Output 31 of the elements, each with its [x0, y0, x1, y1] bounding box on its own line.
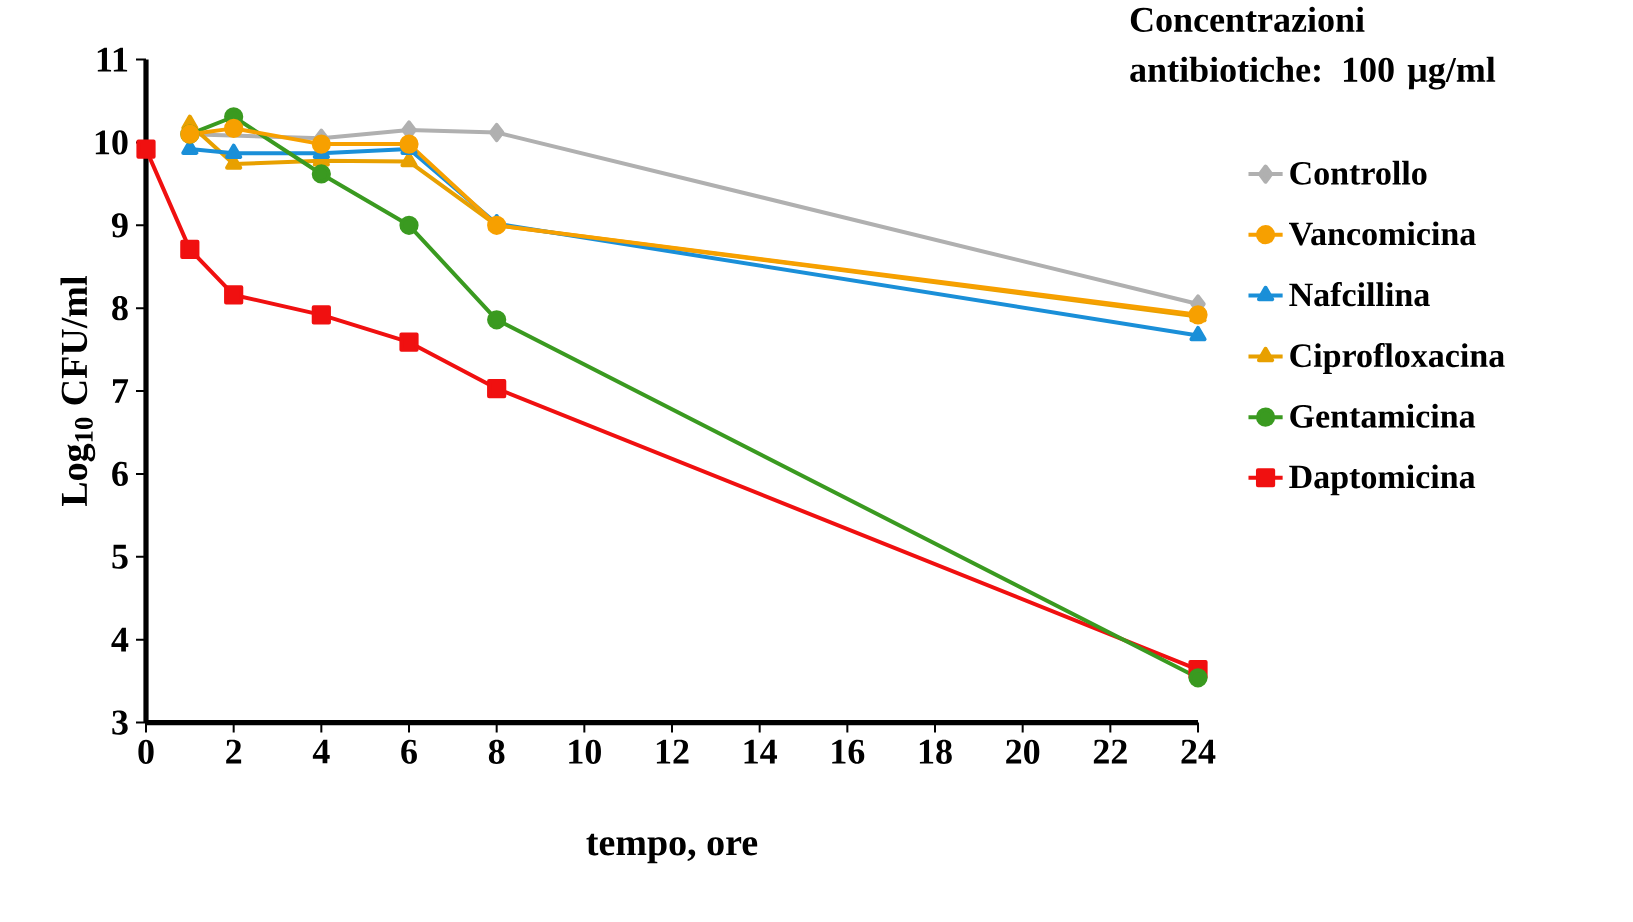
x-tick-label: 18: [919, 739, 952, 765]
legend-label: Nafcillina: [1289, 282, 1430, 307]
x-tick-label: 12: [656, 739, 689, 764]
legend-label: Ciprofloxacina: [1290, 343, 1505, 375]
x-tick-label: 16: [832, 739, 865, 765]
y-tick-label: 11: [97, 47, 128, 72]
x-tick-label: 24: [1181, 739, 1216, 764]
x-tick-label: 2: [226, 739, 242, 764]
x-axis-title: tempo, ore: [586, 833, 758, 864]
x-tick-label: 8: [488, 739, 505, 765]
y-tick-label: 10: [95, 130, 128, 155]
y-tick-label: 4: [111, 628, 129, 652]
y-tick-label: 8: [112, 296, 128, 321]
x-tick-label: 20: [1006, 739, 1040, 765]
x-tick-label: 14: [744, 739, 778, 764]
legend-label: Controllo: [1290, 161, 1427, 185]
x-tick-label: 4: [312, 739, 330, 764]
legend-title: Concentrazioni antibiotiche: 100 µg/ml: [1130, 6, 1496, 90]
y-tick-label: 6: [112, 462, 128, 487]
y-tick-label: 7: [113, 379, 129, 404]
x-tick-label: 6: [401, 739, 417, 765]
x-tick-label: 22: [1093, 739, 1127, 764]
x-tick-label: 10: [569, 739, 601, 765]
x-tick-label: 0: [138, 739, 154, 765]
y-tick-label: 3: [112, 710, 128, 735]
y-axis-title: Log$_{10}$ CFU/ml: [60, 276, 96, 507]
y-tick-label: 9: [111, 213, 128, 238]
legend-label: Vancomicina: [1289, 221, 1476, 246]
y-tick-label: 5: [112, 545, 128, 569]
legend-label: Gentamicina: [1290, 404, 1476, 428]
legend-label: Daptomicina: [1289, 464, 1476, 496]
